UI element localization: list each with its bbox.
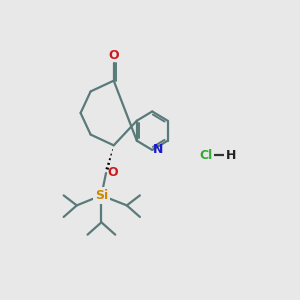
Text: O: O: [108, 166, 118, 179]
Text: N: N: [153, 143, 164, 157]
Text: Si: Si: [95, 189, 108, 202]
Text: Cl: Cl: [200, 149, 213, 162]
Text: H: H: [226, 149, 236, 162]
Text: O: O: [108, 49, 119, 62]
